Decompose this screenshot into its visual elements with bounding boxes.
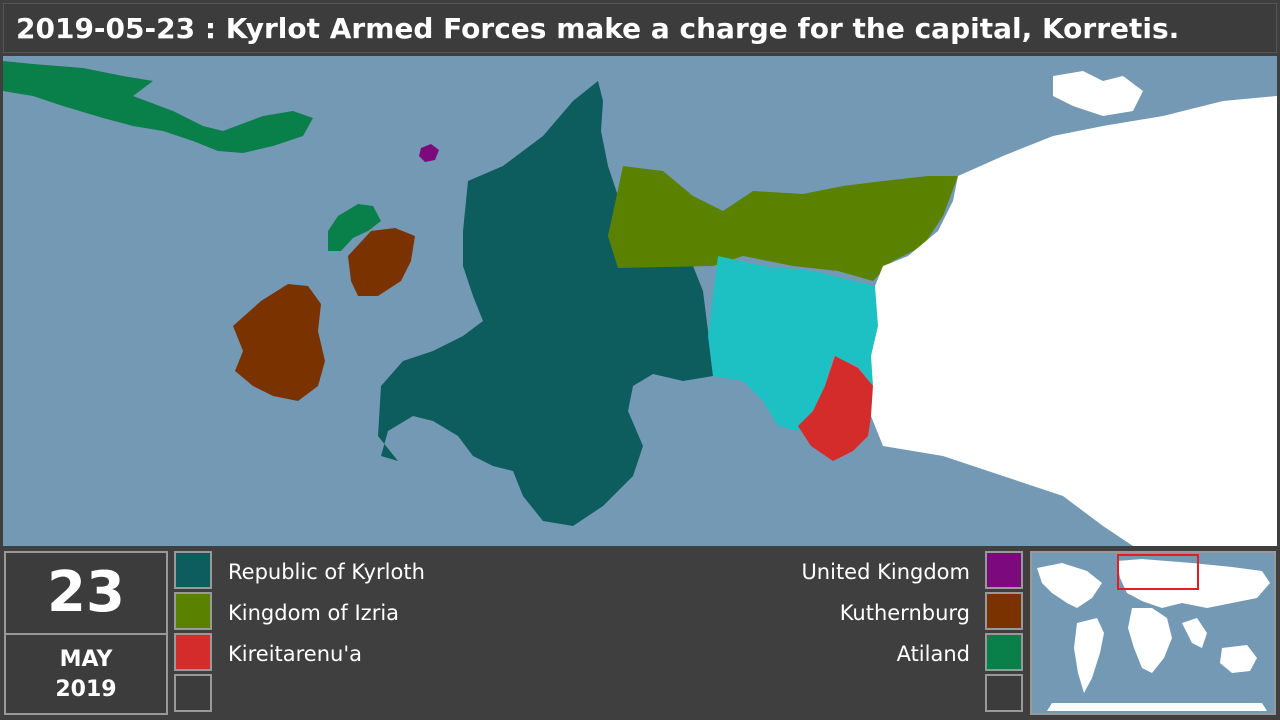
region-kuthernburg-south bbox=[233, 284, 325, 401]
legend-label-kireitarenua: Kireitarenu'a bbox=[228, 642, 362, 666]
region-unclaimed-east bbox=[871, 96, 1277, 546]
region-kireitarenua bbox=[798, 356, 873, 461]
legend-label-izria: Kingdom of Izria bbox=[228, 601, 400, 625]
title-bar: 2019-05-23 : Kyrlot Armed Forces make a … bbox=[3, 3, 1277, 53]
legend-swatch-empty-left bbox=[174, 674, 212, 712]
legend-swatch-izria bbox=[174, 592, 212, 630]
date-day: 23 bbox=[6, 553, 166, 635]
page-title: 2019-05-23 : Kyrlot Armed Forces make a … bbox=[16, 12, 1180, 45]
minimap-land bbox=[1037, 559, 1270, 711]
legend-swatch-united-kingdom bbox=[985, 551, 1023, 589]
date-month: MAY bbox=[59, 647, 113, 672]
map-view[interactable] bbox=[3, 56, 1277, 546]
region-kyrloth-occupied bbox=[708, 256, 878, 431]
legend-label-atiland: Atiland bbox=[896, 642, 970, 666]
legend-label-kuthernburg: Kuthernburg bbox=[839, 601, 970, 625]
world-minimap[interactable] bbox=[1030, 551, 1276, 715]
minimap-svg bbox=[1037, 554, 1270, 711]
legend-swatch-atiland bbox=[985, 633, 1023, 671]
region-kuthernburg-north bbox=[348, 228, 415, 296]
legend-swatch-empty-right bbox=[985, 674, 1023, 712]
legend-swatch-kuthernburg bbox=[985, 592, 1023, 630]
region-kyrloth bbox=[378, 81, 713, 526]
date-display: 23 MAY 2019 bbox=[4, 551, 168, 715]
region-united-kingdom bbox=[419, 144, 439, 162]
minimap-viewport bbox=[1117, 554, 1199, 590]
region-unclaimed-islands bbox=[1053, 71, 1143, 116]
region-atiland bbox=[3, 61, 313, 153]
legend-swatch-kireitarenua bbox=[174, 633, 212, 671]
date-month-year: MAY 2019 bbox=[6, 635, 166, 713]
legend-label-kyrloth: Republic of Kyrloth bbox=[228, 560, 425, 584]
legend-swatch-kyrloth bbox=[174, 551, 212, 589]
legend-label-united-kingdom: United Kingdom bbox=[801, 560, 970, 584]
region-atiland-islands bbox=[328, 204, 381, 251]
map-svg bbox=[3, 61, 1277, 546]
region-izria bbox=[608, 166, 958, 281]
date-year: 2019 bbox=[55, 677, 117, 702]
